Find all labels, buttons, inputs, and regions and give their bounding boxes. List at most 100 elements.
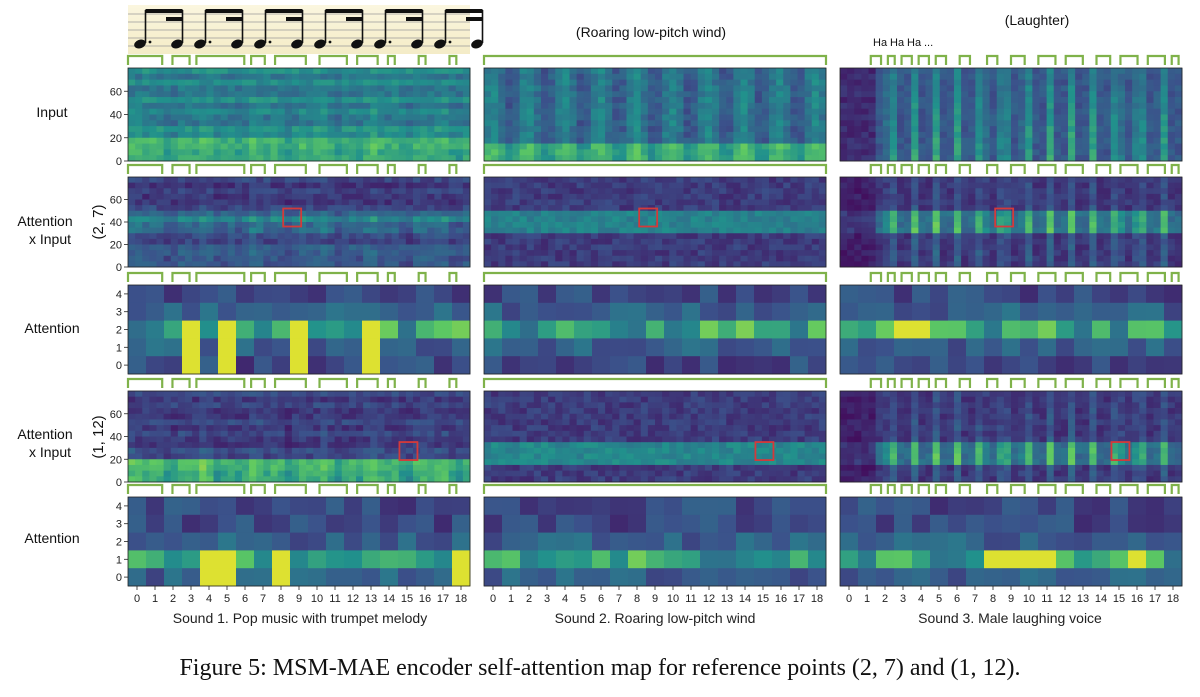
heatmap-cell — [254, 532, 273, 551]
heatmap-cell — [948, 285, 967, 304]
heatmap-cell — [1146, 532, 1165, 551]
segment-bracket — [126, 483, 164, 494]
x-tick-label: 16 — [775, 593, 787, 605]
heatmap-cell — [1074, 497, 1093, 516]
heatmap-cell — [1038, 532, 1057, 551]
heatmap-cell — [682, 568, 701, 587]
heatmap-cell — [290, 356, 309, 375]
heatmap-cell — [1074, 285, 1093, 304]
x-tick-label: 4 — [206, 593, 212, 605]
heatmap-cell — [574, 285, 593, 304]
heatmap-cell — [254, 338, 273, 357]
heatmap-cell — [1092, 568, 1111, 587]
note-head — [411, 39, 423, 49]
heatmap-cell — [1002, 568, 1021, 587]
heatmap-cell — [682, 514, 701, 533]
x-tick-label: 10 — [311, 593, 323, 605]
heatmap-cell — [718, 514, 737, 533]
heatmap-cell — [1092, 550, 1111, 569]
segment-bracket — [1064, 271, 1084, 282]
segment-bracket — [273, 54, 307, 65]
heatmap-cell — [434, 550, 453, 569]
heatmap-cell — [754, 514, 773, 533]
heatmap-cell — [754, 320, 773, 339]
heatmap-cell — [610, 568, 629, 587]
heatmap-cell — [912, 356, 931, 375]
heatmap-cell — [538, 532, 557, 551]
heatmap-cell — [790, 302, 809, 321]
heatmap-cell — [966, 532, 985, 551]
heatmap-cell — [858, 568, 877, 587]
heatmap-cell — [912, 568, 931, 587]
heatmap-cell — [840, 338, 859, 357]
heatmap-cell — [502, 532, 521, 551]
segment-bracket — [1009, 377, 1026, 388]
heatmap-cell — [664, 285, 683, 304]
segment-bracket — [958, 377, 972, 388]
heatmap-cell — [164, 550, 183, 569]
segment-bracket — [273, 483, 307, 494]
heatmap-cell — [718, 285, 737, 304]
heatmap-cell — [128, 550, 147, 569]
heatmap-cell — [808, 568, 827, 587]
heatmap-cell — [894, 514, 913, 533]
heatmap-cell — [736, 568, 755, 587]
heatmap-cell — [416, 514, 435, 533]
heatmap-cell — [128, 302, 147, 321]
heatmap-cell — [146, 285, 165, 304]
heatmap-cell — [434, 356, 453, 375]
heatmap-cell — [326, 497, 345, 516]
heatmap-cell — [574, 532, 593, 551]
heatmap-cell — [1020, 497, 1039, 516]
heatmap-cell — [1038, 514, 1057, 533]
heatmap-cell — [1128, 514, 1147, 533]
heatmap-cell — [308, 285, 327, 304]
heatmap-cell — [362, 497, 381, 516]
heatmap-cell — [984, 285, 1003, 304]
heatmap-cell — [236, 338, 255, 357]
heatmap-cell — [1074, 550, 1093, 569]
heatmap-cell — [664, 338, 683, 357]
heatmap-cell — [344, 497, 363, 516]
heatmap-cell — [700, 285, 719, 304]
segment-bracket — [934, 377, 948, 388]
heatmap-cell — [1056, 338, 1075, 357]
segment-bracket — [1009, 54, 1026, 65]
heatmap-cell — [556, 302, 575, 321]
x-tick-label: 16 — [1131, 593, 1143, 605]
heatmap-cell — [128, 338, 147, 357]
heatmap-cell — [930, 338, 949, 357]
heatmap-cell — [664, 356, 683, 375]
x-tick-label: 17 — [1149, 593, 1161, 605]
heatmap-cell — [344, 568, 363, 587]
heatmap-cell — [182, 550, 201, 569]
heatmap-cell — [1146, 568, 1165, 587]
heatmap-cell — [484, 338, 503, 357]
heatmap-cell — [808, 514, 827, 533]
sound2-note: (Roaring low-pitch wind) — [576, 24, 726, 40]
heatmap-cell — [912, 285, 931, 304]
heatmap-cell — [876, 320, 895, 339]
heatmap-cell — [574, 514, 593, 533]
heatmap-cell — [344, 302, 363, 321]
heatmap-cell — [1164, 302, 1183, 321]
heatmap-cell — [290, 532, 309, 551]
attention-heatmap — [127, 496, 471, 587]
heatmap-cell — [146, 514, 165, 533]
segment-bracket — [1009, 271, 1026, 282]
heatmap-cell — [434, 497, 453, 516]
y-tick-label: 1 — [116, 342, 122, 354]
x-tick-label: 5 — [936, 593, 942, 605]
heatmap-cell — [1074, 568, 1093, 587]
segment-bracket — [985, 377, 999, 388]
heatmap-cell — [700, 338, 719, 357]
heatmap-cell — [808, 550, 827, 569]
heatmap-cell — [1092, 338, 1111, 357]
segment-bracket — [1064, 163, 1084, 174]
heatmap-cell — [1020, 285, 1039, 304]
segment-bracket — [171, 483, 191, 494]
heatmap-cell — [574, 302, 593, 321]
heatmap-cell — [380, 285, 399, 304]
heatmap-cell — [218, 568, 237, 587]
